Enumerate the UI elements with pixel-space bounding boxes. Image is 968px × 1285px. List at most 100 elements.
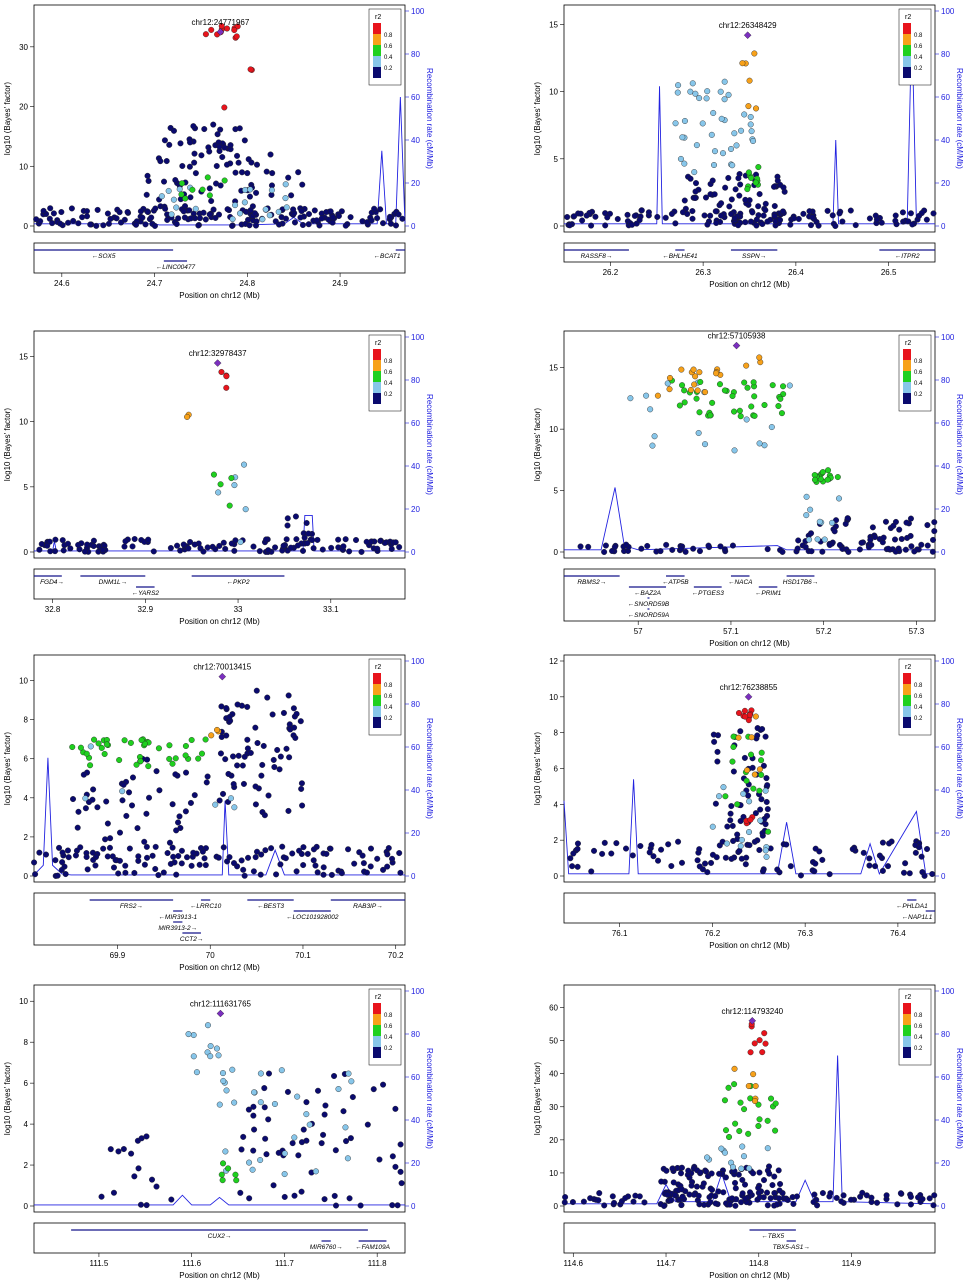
- snp-point-green: [752, 179, 759, 186]
- snp-point-dark: [128, 1150, 135, 1157]
- snp-point-dark: [300, 844, 307, 851]
- snp-point-dark: [808, 548, 815, 555]
- y-axis-title: log10 (Bayes' factor): [3, 408, 12, 481]
- snp-point-dark: [204, 544, 211, 551]
- gene-label: FRS2→: [120, 903, 143, 910]
- snp-point-dark: [728, 855, 735, 862]
- snp-point-dark: [329, 219, 336, 226]
- snp-point-dark: [335, 536, 342, 543]
- snp-point-dark: [692, 188, 699, 195]
- plot-frame: [33, 654, 406, 883]
- snp-point-dark: [629, 852, 636, 859]
- snp-point-light: [748, 128, 755, 135]
- recombination-line: [564, 21, 935, 225]
- snp-point-dark: [327, 845, 334, 852]
- snp-point-dark: [107, 835, 114, 842]
- snp-point-dark: [601, 839, 608, 846]
- snp-point-dark: [715, 732, 722, 739]
- snp-point-red: [747, 1049, 754, 1056]
- snp-point-dark: [708, 859, 715, 866]
- snp-point-dark: [609, 1193, 616, 1200]
- gene-track-frame: [563, 1222, 936, 1254]
- snp-point-dark: [707, 1199, 714, 1206]
- snp-point-dark: [609, 547, 616, 554]
- snp-point-dark: [303, 1099, 310, 1106]
- lead-variant-label: chr12:111631765: [190, 1000, 252, 1009]
- snp-point-dark: [187, 139, 194, 146]
- snp-point-green: [824, 476, 831, 483]
- snp-point-dark: [711, 738, 718, 745]
- snp-point-dark: [397, 1141, 404, 1148]
- snp-point-dark: [347, 1135, 354, 1142]
- snp-point-dark: [298, 208, 305, 215]
- legend-swatch: [903, 371, 911, 382]
- legend-swatch: [373, 1014, 381, 1025]
- snp-point-dark: [221, 144, 228, 151]
- snp-point-dark: [739, 1176, 746, 1183]
- snp-point-dark: [808, 222, 815, 229]
- snp-point-dark: [181, 214, 188, 221]
- snp-point-dark: [250, 543, 257, 550]
- snp-point-dark: [703, 1168, 710, 1175]
- r-tick-label: 0: [941, 1202, 946, 1211]
- snp-point-dark: [742, 219, 749, 226]
- legend-level: 0.6: [384, 370, 393, 376]
- snp-point-dark: [173, 827, 180, 834]
- x-tick-label: 70.1: [295, 951, 311, 960]
- snp-point-dark: [40, 207, 47, 214]
- snp-point-green: [825, 467, 832, 474]
- snp-point-dark: [726, 203, 733, 210]
- snp-point-dark: [752, 810, 759, 817]
- snp-point-dark: [918, 541, 925, 548]
- snp-point-light: [232, 202, 239, 209]
- snp-point-light: [220, 1077, 227, 1084]
- snp-point-dark: [908, 543, 915, 550]
- snp-point-dark: [244, 170, 251, 177]
- snp-point-dark: [152, 843, 159, 850]
- x-axis-title: Position on chr12 (Mb): [709, 639, 790, 648]
- snp-point-light: [746, 829, 753, 836]
- panel-1: 0 10 20 30 0 20 40 60 80 100 log10 (Bayes' factor)…: [3, 4, 434, 300]
- snp-point-orange: [731, 1065, 738, 1072]
- snp-point-dark: [239, 762, 246, 769]
- snp-point-dark: [143, 1133, 150, 1140]
- snp-point-dark: [678, 1164, 685, 1171]
- snp-point-dark: [824, 207, 831, 214]
- snp-point-dark: [323, 850, 330, 857]
- snp-point-dark: [722, 1174, 729, 1181]
- snp-point-orange: [696, 369, 703, 376]
- snp-point-red: [759, 1049, 766, 1056]
- snp-point-dark: [176, 813, 183, 820]
- snp-point-dark: [251, 1126, 258, 1133]
- snp-point-orange: [702, 389, 709, 396]
- x-axis-title: Position on chr12 (Mb): [179, 617, 260, 626]
- snp-point-dark: [276, 766, 283, 773]
- snp-point-dark: [648, 841, 655, 848]
- snp-point-dark: [72, 852, 79, 859]
- snp-point-green: [756, 1116, 763, 1123]
- snp-point-light: [696, 95, 703, 102]
- snp-point-red: [735, 710, 742, 717]
- snp-point-green: [741, 379, 748, 386]
- snp-point-dark: [143, 1202, 150, 1209]
- snp-point-dark: [728, 803, 735, 810]
- snp-point-dark: [254, 740, 261, 747]
- x-axis-title: Position on chr12 (Mb): [179, 963, 260, 972]
- r-tick-label: 20: [411, 829, 420, 838]
- snp-point-light: [763, 853, 770, 860]
- snp-point-dark: [662, 214, 669, 221]
- legend-level: 0.2: [384, 66, 393, 72]
- y-tick-label: 10: [19, 997, 28, 1006]
- y-tick-label: 0: [554, 222, 559, 231]
- y-tick-label: 30: [549, 1103, 558, 1112]
- snp-point-dark: [145, 536, 152, 543]
- legend-level: 0.6: [914, 44, 923, 50]
- snp-point-dark: [892, 212, 899, 219]
- snp-point-dark: [386, 213, 393, 220]
- snp-point-dark: [689, 208, 696, 215]
- snp-point-dark: [784, 1197, 791, 1204]
- snp-point-light: [692, 90, 699, 97]
- r-tick-label: 100: [941, 333, 955, 342]
- snp-point-dark: [161, 178, 168, 185]
